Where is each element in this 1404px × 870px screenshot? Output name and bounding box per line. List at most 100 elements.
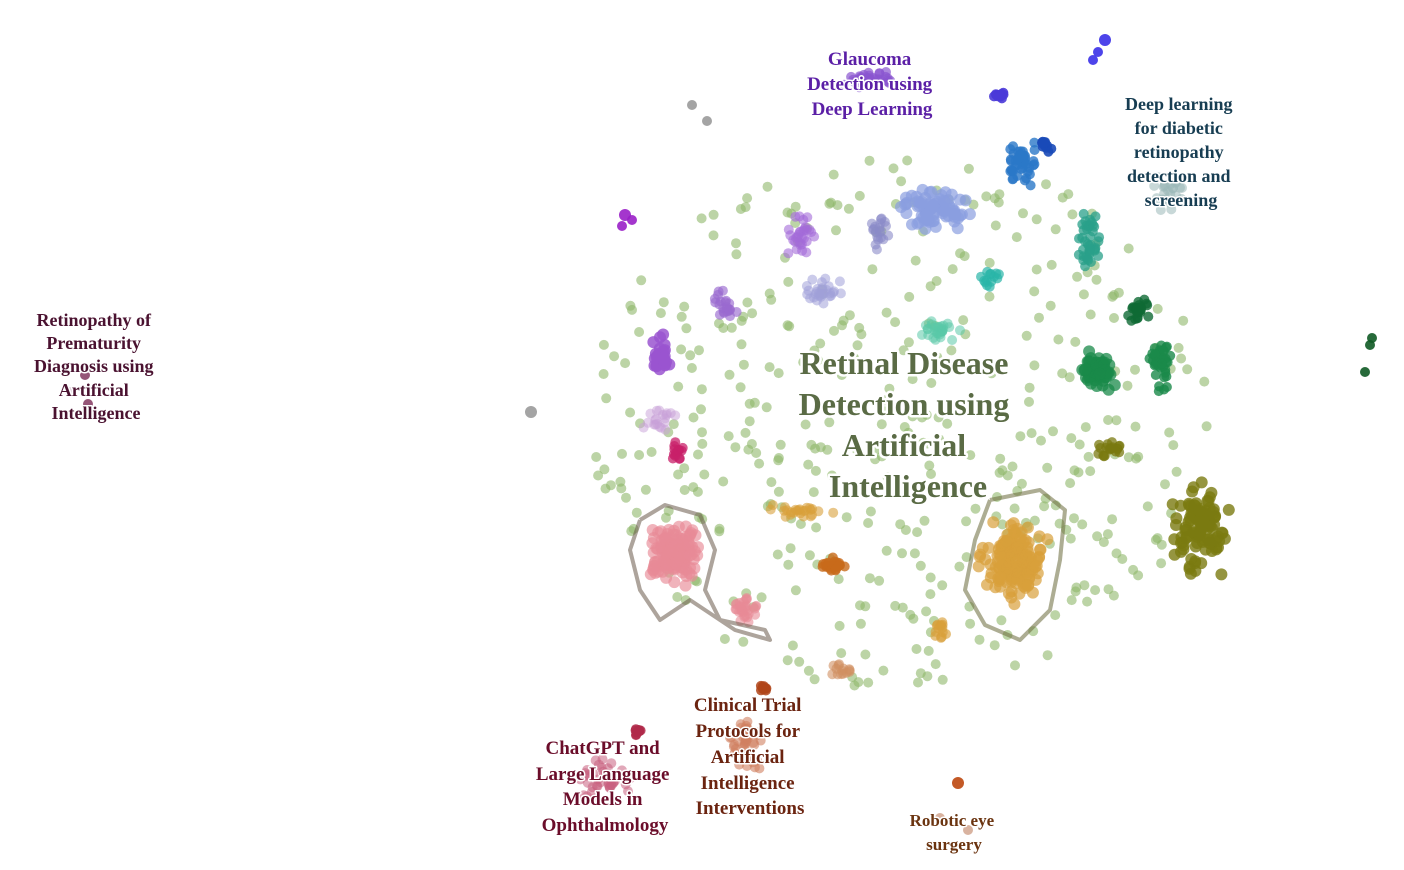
point xyxy=(1042,462,1053,473)
point xyxy=(1156,558,1167,569)
point xyxy=(982,541,995,554)
point xyxy=(737,731,748,742)
point xyxy=(655,308,666,319)
point xyxy=(809,345,820,356)
point xyxy=(1008,173,1019,184)
point xyxy=(1153,172,1164,183)
point xyxy=(1164,427,1175,438)
point xyxy=(824,417,835,428)
point xyxy=(1168,440,1179,451)
point xyxy=(714,318,724,329)
point xyxy=(766,477,777,488)
point xyxy=(736,339,747,350)
point xyxy=(879,406,890,417)
point xyxy=(1050,224,1061,235)
cluster-label-diabetic-retinopathy: Deep learning for diabetic retinopathy d… xyxy=(1125,94,1237,210)
point xyxy=(1177,182,1187,193)
point xyxy=(1029,360,1040,371)
point xyxy=(798,511,809,522)
point xyxy=(827,470,837,481)
point xyxy=(1031,264,1042,275)
point xyxy=(1160,479,1170,490)
point xyxy=(874,575,885,586)
point xyxy=(881,307,892,318)
point xyxy=(870,454,881,465)
rop-line-5: Intelligence xyxy=(52,403,141,423)
cluster-outline xyxy=(963,488,1067,642)
point xyxy=(1045,300,1056,311)
point xyxy=(782,320,793,331)
point xyxy=(749,739,760,750)
point xyxy=(676,311,687,322)
rop-line-2: Prematurity xyxy=(46,333,141,353)
point xyxy=(674,453,685,464)
point xyxy=(654,421,665,432)
point xyxy=(935,813,945,823)
point xyxy=(726,732,737,743)
point xyxy=(952,777,964,789)
point xyxy=(963,163,974,174)
point xyxy=(811,522,822,533)
point xyxy=(1016,478,1027,489)
point xyxy=(1102,529,1113,540)
point xyxy=(1201,421,1212,432)
point xyxy=(719,634,730,644)
point xyxy=(790,504,801,515)
point xyxy=(617,221,627,231)
point xyxy=(921,606,932,617)
point xyxy=(834,276,845,287)
point xyxy=(1159,195,1169,205)
robotic-line-1: Robotic eye xyxy=(910,811,995,830)
point xyxy=(826,399,837,410)
point xyxy=(708,209,719,220)
point xyxy=(1157,358,1167,369)
ct-line-5: Interventions xyxy=(696,798,805,819)
point xyxy=(760,685,771,696)
point xyxy=(828,660,839,671)
point xyxy=(908,613,919,624)
point xyxy=(1207,506,1220,519)
point xyxy=(890,317,901,328)
point xyxy=(1041,179,1051,190)
point xyxy=(744,416,755,427)
point xyxy=(882,472,893,483)
point xyxy=(1155,205,1166,215)
point xyxy=(1071,582,1082,593)
point xyxy=(702,116,712,126)
point xyxy=(1012,153,1023,164)
point xyxy=(1074,439,1085,450)
point xyxy=(831,225,841,236)
main-title: Retinal Disease Detection using Artifici… xyxy=(799,345,1018,504)
point xyxy=(736,315,747,326)
point xyxy=(903,337,914,348)
point xyxy=(681,323,692,334)
point xyxy=(995,453,1006,464)
rop-line-3: Diagnosis using xyxy=(34,356,154,376)
glaucoma-line-1: Glaucoma xyxy=(828,49,912,70)
point xyxy=(913,677,923,688)
point xyxy=(1053,334,1064,345)
point xyxy=(1015,431,1026,442)
point xyxy=(738,359,749,370)
point xyxy=(907,374,918,385)
point xyxy=(772,549,783,560)
point xyxy=(797,245,808,256)
point xyxy=(783,559,794,570)
point xyxy=(897,548,907,559)
point xyxy=(696,384,707,395)
point xyxy=(688,545,701,558)
point xyxy=(798,357,809,368)
point xyxy=(740,427,751,438)
point xyxy=(803,285,814,296)
point xyxy=(794,211,805,222)
point xyxy=(852,445,863,456)
point xyxy=(910,255,921,266)
point xyxy=(1173,342,1184,353)
point xyxy=(83,399,93,409)
point xyxy=(990,220,1001,231)
point xyxy=(896,176,907,187)
dr-line-1: Deep learning xyxy=(1125,94,1233,114)
point xyxy=(794,656,805,667)
point xyxy=(767,500,778,511)
point xyxy=(756,592,767,603)
